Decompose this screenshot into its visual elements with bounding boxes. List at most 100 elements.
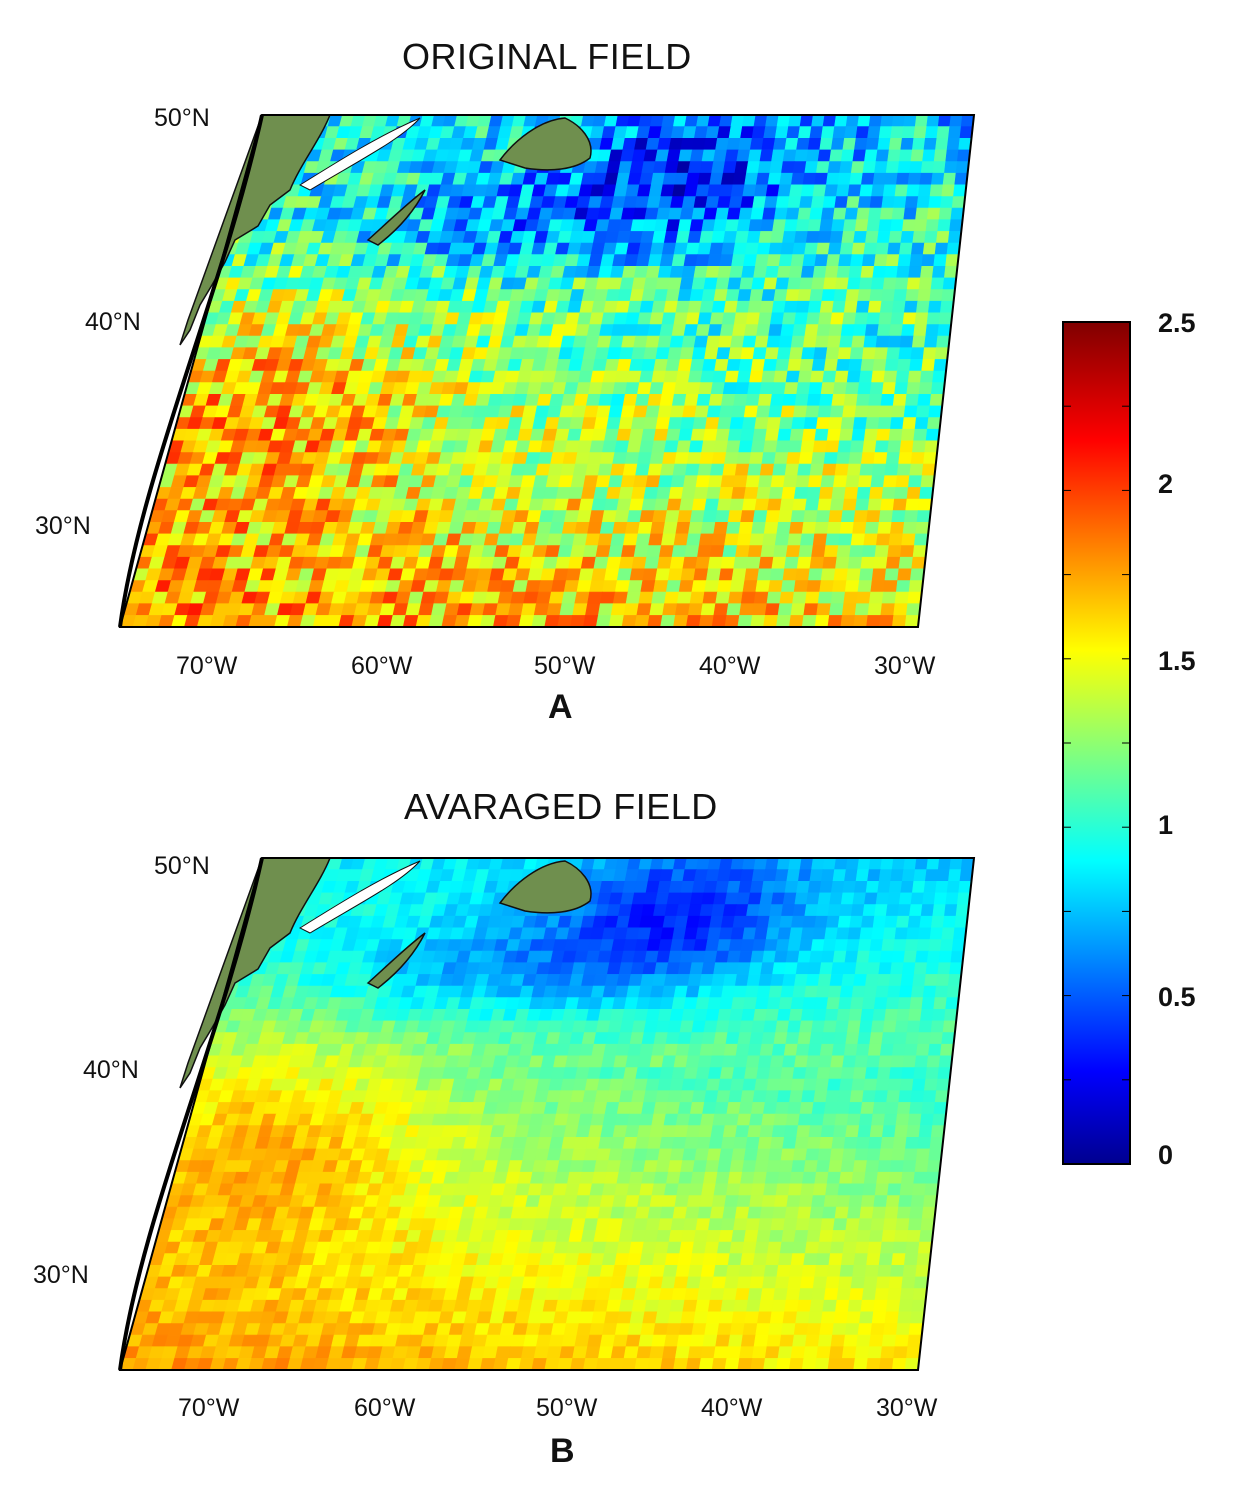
field-cell [626, 1113, 642, 1126]
field-cell [854, 219, 869, 232]
field-cell [889, 1160, 905, 1173]
field-cell [765, 1253, 781, 1266]
field-cell [601, 440, 618, 453]
field-cell [711, 974, 726, 987]
field-cell [775, 1183, 791, 1196]
field-cell [623, 603, 640, 616]
field-cell [866, 1055, 881, 1068]
field-cell [673, 533, 689, 546]
field-cell [878, 1253, 894, 1266]
panel-a-lon-50w: 50°W [534, 652, 596, 680]
field-cell [691, 498, 707, 511]
field-cell [926, 115, 940, 127]
field-cell [888, 231, 903, 244]
field-cell [749, 880, 764, 894]
field-cell [840, 1067, 856, 1080]
field-cell [652, 1253, 668, 1266]
field-cell [914, 115, 929, 127]
field-cell [823, 545, 839, 558]
field-cell [670, 475, 686, 488]
field-cell [771, 556, 787, 570]
field-cell [807, 219, 822, 232]
field-cell [780, 324, 795, 337]
field-cell [903, 510, 919, 523]
field-cell [618, 1090, 634, 1103]
field-cell [585, 463, 601, 477]
field-cell [700, 1113, 715, 1126]
field-cell [881, 487, 897, 500]
field-cell [822, 1113, 837, 1126]
field-cell [863, 1078, 878, 1091]
field-cell [546, 603, 563, 616]
field-cell [549, 1265, 565, 1278]
field-cell [635, 463, 651, 477]
field-cell [698, 1125, 714, 1138]
field-cell [856, 591, 872, 605]
field-cell [802, 254, 817, 267]
field-cell [929, 289, 944, 302]
field-cell [377, 615, 394, 627]
field-cell [599, 1195, 616, 1208]
field-cell [730, 335, 745, 349]
field-cell [860, 452, 876, 465]
field-cell [604, 359, 620, 372]
field-cell [441, 615, 458, 627]
field-cell [806, 149, 821, 162]
field-cell [879, 1148, 894, 1161]
field-cell [784, 880, 799, 894]
field-cell [577, 440, 593, 453]
field-cell [795, 219, 810, 232]
field-cell [917, 1137, 932, 1150]
field-cell [672, 927, 687, 940]
field-cell [901, 533, 916, 546]
field-cell [593, 417, 610, 430]
field-cell [763, 869, 778, 882]
field-cell [903, 1043, 919, 1057]
field-cell [681, 1008, 697, 1022]
field-cell [596, 405, 612, 418]
field-cell [542, 556, 559, 570]
field-cell [668, 487, 684, 500]
field-cell [855, 1241, 870, 1254]
field-cell [859, 927, 874, 940]
field-cell [843, 1137, 859, 1150]
field-cell [817, 498, 833, 511]
field-cell [632, 405, 649, 418]
field-cell [637, 382, 653, 395]
field-cell [687, 904, 703, 917]
field-cell [744, 324, 759, 337]
field-cell [454, 615, 471, 627]
field-cell [922, 347, 937, 360]
field-cell [610, 533, 626, 546]
field-cell [575, 452, 591, 465]
field-cell [912, 974, 927, 987]
field-cell [768, 1067, 783, 1080]
field-cell [909, 254, 924, 267]
field-cell [614, 242, 630, 255]
field-cell [752, 1253, 768, 1266]
field-cell [568, 556, 584, 570]
field-cell [695, 324, 711, 337]
field-cell [595, 545, 612, 558]
field-cell [807, 300, 823, 314]
field-cell [790, 603, 806, 616]
field-cell [731, 254, 746, 267]
field-cell [312, 615, 330, 627]
field-cell [854, 962, 869, 975]
field-cell [767, 498, 783, 511]
field-cell [869, 1125, 885, 1138]
field-cell [574, 1265, 590, 1278]
field-cell [622, 393, 638, 407]
field-cell [755, 580, 771, 593]
field-cell [811, 452, 826, 465]
field-cell [896, 359, 912, 372]
field-cell [655, 568, 671, 581]
field-cell [857, 382, 872, 395]
field-cell [871, 370, 886, 383]
field-cell [708, 1137, 724, 1150]
field-cell [796, 138, 811, 151]
field-cell [630, 417, 646, 430]
field-cell [654, 498, 670, 511]
field-cell [674, 1195, 690, 1208]
field-cell [613, 312, 629, 325]
